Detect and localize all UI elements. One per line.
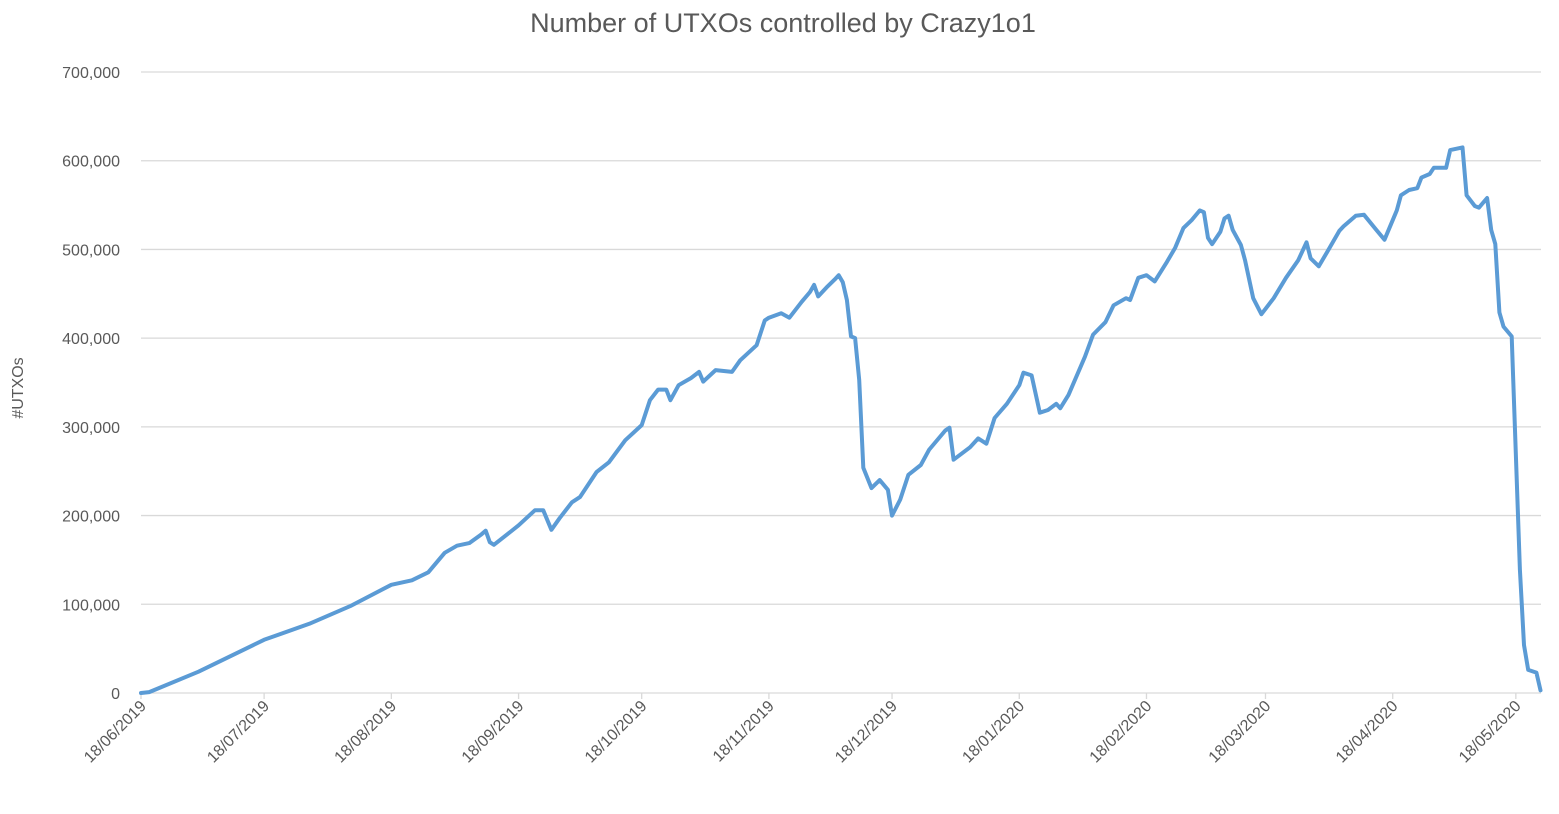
chart-title: Number of UTXOs controlled by Crazy1o1 [530,8,1036,38]
x-tick-label: 18/03/2020 [1206,698,1275,767]
x-tick-label: 18/11/2019 [710,698,778,766]
y-tick-label: 0 [111,686,120,703]
x-tick-label: 18/05/2020 [1456,698,1525,767]
x-tick-label: 18/10/2019 [582,698,651,767]
y-tick-label: 200,000 [62,509,120,526]
y-tick-label: 700,000 [62,65,120,82]
y-tick-label: 600,000 [62,154,120,171]
x-tick-label: 18/04/2020 [1333,698,1402,767]
y-tick-label: 300,000 [62,420,120,437]
x-tick-label: 18/07/2019 [204,698,273,767]
x-tick-label: 18/12/2019 [832,698,901,767]
x-tick-label: 18/06/2019 [81,698,150,767]
x-tick-label: 18/02/2020 [1087,698,1156,767]
series-line-utxos [139,145,1543,695]
y-tick-label: 100,000 [62,597,120,614]
x-tick-label: 18/08/2019 [332,698,401,767]
y-tick-label: 500,000 [62,242,120,259]
y-axis-label: #UTXOs [10,357,27,418]
x-tick-label: 18/09/2019 [459,698,528,767]
y-tick-label: 400,000 [62,331,120,348]
x-tick-label: 18/01/2020 [959,698,1028,767]
